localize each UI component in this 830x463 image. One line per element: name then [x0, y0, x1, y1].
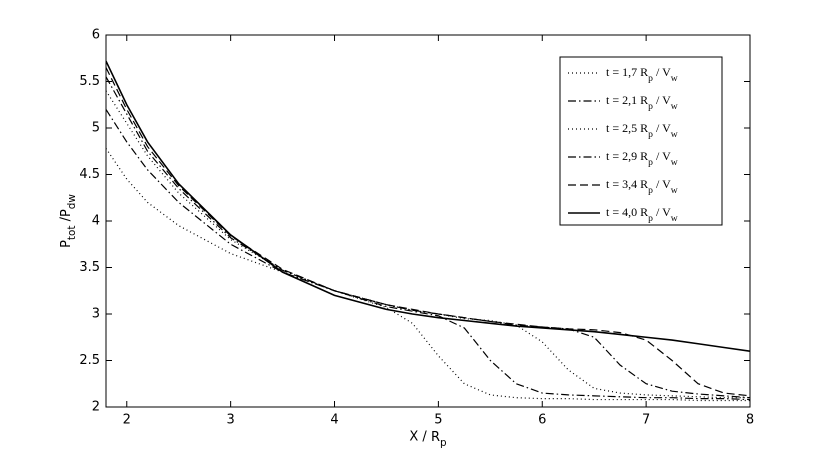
line-series [106, 148, 750, 402]
line-series [106, 109, 750, 401]
x-tick-label: 7 [642, 413, 650, 428]
y-tick-label: 2.5 [79, 353, 100, 368]
y-tick-label: 4.5 [79, 167, 100, 182]
x-tick-label: 8 [746, 413, 754, 428]
x-tick-label: 6 [538, 413, 546, 428]
x-axis-label: X / Rp [409, 430, 447, 450]
y-tick-label: 5.5 [79, 74, 100, 89]
y-tick-label: 3.5 [79, 260, 100, 275]
y-axis-label: Ptot /Pdw [59, 194, 79, 248]
y-tick-label: 6 [92, 28, 100, 43]
line-series [106, 90, 750, 399]
x-tick-label: 5 [434, 413, 442, 428]
x-tick-label: 2 [123, 413, 131, 428]
legend: t = 1,7 Rp / Vwt = 2,1 Rp / Vwt = 2,5 Rp… [559, 56, 723, 226]
y-tick-label: 5 [92, 121, 100, 136]
y-tick-label: 2 [92, 400, 100, 415]
x-tick-label: 4 [330, 413, 338, 428]
line-series [106, 67, 750, 397]
legend-box [559, 56, 723, 226]
line-series [106, 60, 750, 352]
x-tick-label: 3 [227, 413, 235, 428]
y-tick-label: 4 [92, 214, 100, 229]
y-tick-label: 3 [92, 307, 100, 322]
